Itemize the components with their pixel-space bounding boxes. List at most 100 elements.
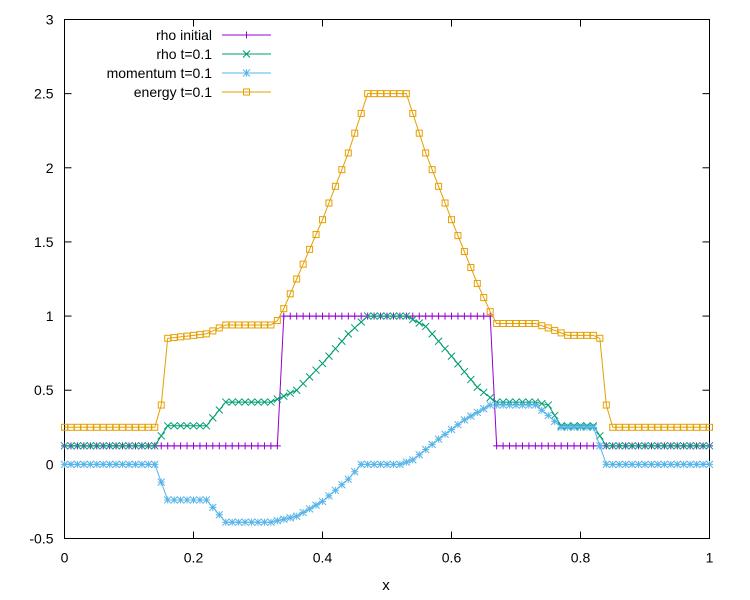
- data-point: [144, 441, 153, 450]
- data-point: [125, 460, 133, 469]
- data-point: [357, 460, 366, 469]
- y-tick-label: 0: [46, 456, 54, 472]
- data-point: [273, 516, 282, 525]
- y-tick-label: 1: [46, 308, 54, 324]
- data-point: [486, 308, 494, 316]
- data-point: [254, 398, 262, 406]
- data-point: [221, 518, 230, 527]
- data-point: [189, 496, 198, 504]
- data-point: [621, 460, 630, 469]
- legend-marker: [242, 69, 251, 77]
- series: [60, 312, 714, 450]
- series: [60, 401, 714, 527]
- data-point: [634, 460, 643, 469]
- data-point: [138, 441, 146, 450]
- data-point: [705, 441, 714, 450]
- data-point: [686, 441, 695, 450]
- data-point: [325, 199, 333, 207]
- data-point: [131, 460, 140, 469]
- data-point: [279, 515, 288, 524]
- data-point: [247, 518, 256, 527]
- data-point: [247, 398, 256, 406]
- data-point: [428, 440, 437, 449]
- data-point: [402, 458, 411, 466]
- data-point: [215, 510, 224, 519]
- data-point: [538, 442, 546, 450]
- legend-item: rho t=0.1: [156, 46, 271, 62]
- data-point: [518, 442, 526, 450]
- data-point: [183, 442, 191, 450]
- data-point: [99, 441, 108, 450]
- data-point: [595, 441, 604, 450]
- data-point: [279, 392, 288, 400]
- data-point: [466, 412, 475, 421]
- data-point: [441, 312, 449, 320]
- data-point: [138, 460, 146, 469]
- data-point: [267, 442, 275, 450]
- data-point: [628, 460, 636, 469]
- data-point: [86, 460, 95, 469]
- x-tick-label: 0.6: [442, 550, 462, 566]
- data-point: [557, 442, 565, 450]
- data-point: [537, 399, 546, 408]
- data-point: [615, 460, 624, 469]
- y-tick-label: 1.5: [34, 234, 54, 250]
- data-point: [570, 442, 578, 450]
- data-point: [241, 442, 249, 450]
- data-point: [163, 496, 172, 504]
- data-point: [608, 441, 617, 450]
- data-point: [190, 442, 197, 450]
- data-point: [318, 497, 327, 506]
- data-point: [473, 383, 482, 392]
- x-axis-title: x: [382, 577, 390, 594]
- data-point: [654, 441, 662, 450]
- data-point: [577, 442, 584, 450]
- data-point: [202, 442, 210, 450]
- data-point: [260, 518, 269, 527]
- data-point: [286, 312, 294, 320]
- data-point: [363, 460, 372, 469]
- data-point: [350, 324, 359, 332]
- data-point: [608, 460, 617, 469]
- legend-marker: [243, 88, 250, 96]
- data-point: [692, 441, 701, 450]
- y-tick-label: 2: [46, 160, 54, 176]
- data-point: [67, 460, 75, 469]
- data-point: [699, 460, 707, 469]
- data-point: [331, 486, 340, 495]
- data-point: [435, 312, 443, 320]
- data-point: [409, 312, 417, 320]
- legend: rho initial rho t=0.1 momentum t=0.1 energy…: [107, 27, 271, 100]
- data-point: [254, 518, 262, 527]
- data-point: [499, 401, 507, 409]
- data-point: [602, 401, 610, 409]
- x-tick-label: 0.2: [184, 550, 204, 566]
- y-tick-label: -0.5: [29, 531, 53, 547]
- data-point: [228, 518, 237, 527]
- legend-item: energy t=0.1: [134, 84, 271, 100]
- data-point: [208, 503, 217, 512]
- data-point: [467, 264, 475, 272]
- data-point: [544, 401, 553, 409]
- data-point: [576, 423, 585, 432]
- data-point: [92, 441, 101, 450]
- data-point: [512, 401, 520, 409]
- data-point: [583, 442, 591, 450]
- data-point: [79, 460, 88, 469]
- data-point: [454, 312, 462, 320]
- data-point: [493, 442, 501, 450]
- data-point: [73, 441, 82, 450]
- data-point: [408, 456, 417, 464]
- data-point: [215, 442, 223, 450]
- data-point: [441, 430, 449, 439]
- data-point: [338, 312, 346, 320]
- data-point: [151, 423, 159, 431]
- data-point: [641, 460, 649, 469]
- data-point: [331, 182, 339, 190]
- data-point: [228, 442, 236, 450]
- data-point: [479, 388, 488, 397]
- data-point: [589, 423, 598, 432]
- legend-label: rho initial: [156, 27, 212, 43]
- data-point: [492, 401, 501, 409]
